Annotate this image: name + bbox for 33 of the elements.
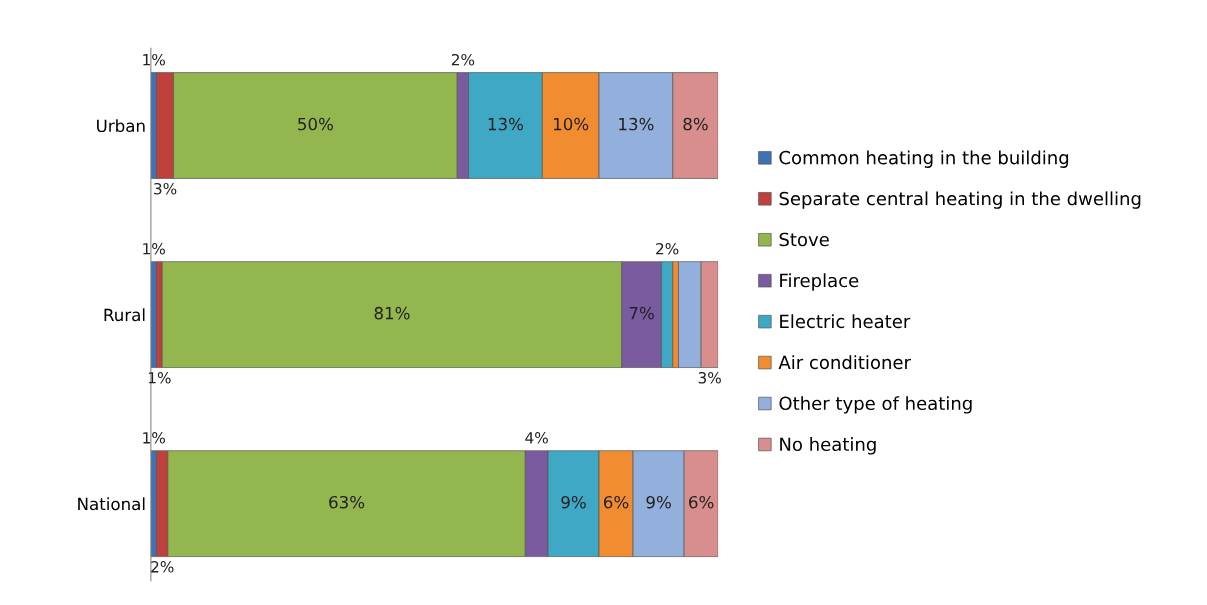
data-label: 3%	[698, 371, 721, 384]
data-label: 13%	[619, 117, 654, 131]
data-label: 1%	[143, 432, 165, 444]
data-label: 9%	[561, 495, 586, 509]
data-label: 50%	[298, 117, 333, 131]
data-label: 2%	[451, 53, 475, 66]
data-label: 2%	[656, 242, 679, 255]
data-label: 10%	[553, 117, 589, 131]
legend-label: Air conditioner	[778, 355, 911, 370]
data-label: 9%	[646, 495, 671, 509]
y-tick-label: Rural	[104, 308, 145, 322]
data-label: 13%	[488, 117, 524, 131]
legend-label: Fireplace	[780, 273, 859, 291]
legend-label: Separate central heating in the dwelling	[779, 191, 1141, 209]
data-label: 6%	[689, 495, 714, 509]
legend-label: Stove	[779, 232, 829, 247]
data-label: 1%	[143, 53, 165, 66]
data-label: 1%	[148, 371, 171, 384]
y-tick-label: National	[78, 497, 145, 511]
legend-label: Other type of heating	[779, 396, 972, 414]
data-label: 7%	[629, 306, 654, 320]
data-label: 8%	[683, 117, 708, 131]
data-label: 6%	[604, 495, 629, 509]
data-label: 63%	[329, 495, 365, 509]
data-label: 3%	[154, 182, 177, 195]
data-label: 81%	[374, 306, 410, 320]
data-label: 1%	[143, 242, 165, 255]
data-label: 4%	[525, 432, 548, 444]
data-label: 2%	[151, 561, 174, 573]
y-tick-label: Urban	[97, 119, 145, 133]
legend-label: No heating	[780, 437, 876, 455]
legend-label: Common heating in the building	[779, 150, 1069, 168]
legend-label: Electric heater	[780, 314, 911, 329]
